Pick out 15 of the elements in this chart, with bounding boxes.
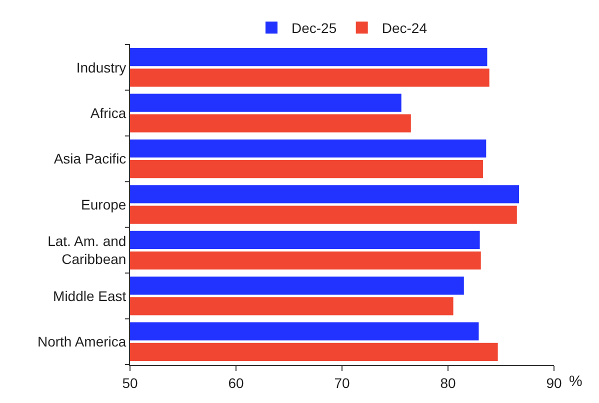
y-tick-label: Europe xyxy=(81,196,126,212)
y-tick-label: Asia Pacific xyxy=(54,150,126,167)
x-tick-label: 70 xyxy=(334,374,350,391)
x-tick-label: 50 xyxy=(122,374,138,391)
x-tick-label: 80 xyxy=(440,374,456,391)
y-tick-label: Lat. Am. and Caribbean xyxy=(48,233,126,268)
y-tick-label: Africa xyxy=(90,104,126,121)
legend-label: Dec-25 xyxy=(292,20,337,36)
y-tick-label: North America xyxy=(37,334,126,350)
y-tick-label: Middle East xyxy=(53,288,126,304)
x-axis-title: % xyxy=(569,373,582,390)
x-tick-label: 60 xyxy=(228,374,244,391)
x-tick-label: 90 xyxy=(546,374,562,391)
y-tick-label: Industry xyxy=(76,59,126,76)
legend-label: Dec-24 xyxy=(382,20,428,36)
